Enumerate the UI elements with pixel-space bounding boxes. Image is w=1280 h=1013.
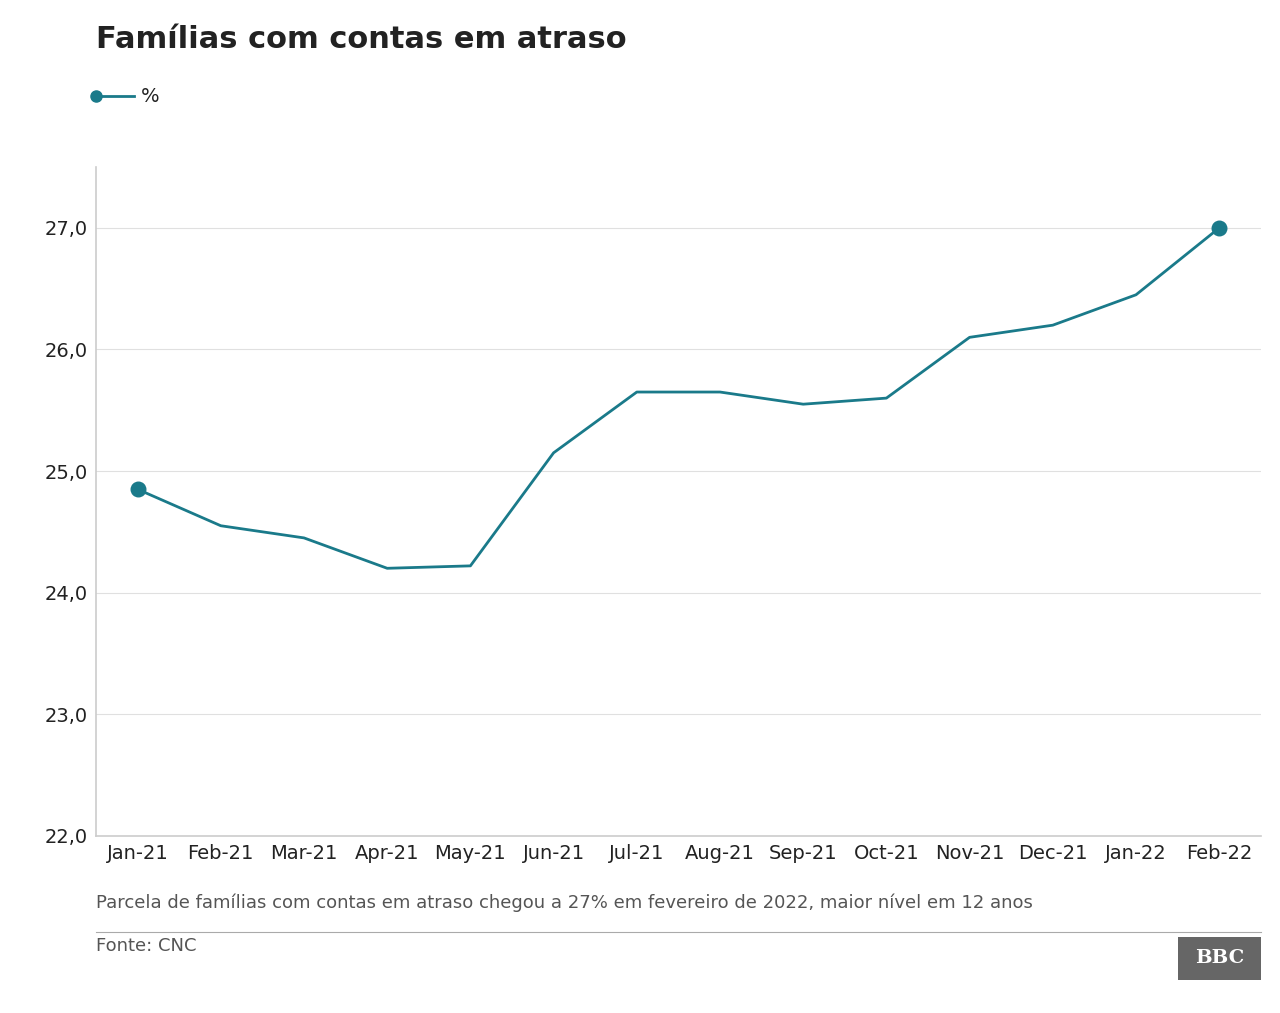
Text: Famílias com contas em atraso: Famílias com contas em atraso	[96, 25, 627, 55]
Text: Parcela de famílias com contas em atraso chegou a 27% em fevereiro de 2022, maio: Parcela de famílias com contas em atraso…	[96, 893, 1033, 912]
Text: Fonte: CNC: Fonte: CNC	[96, 937, 197, 955]
Point	[128, 481, 147, 497]
Text: %: %	[141, 87, 160, 105]
Text: BBC: BBC	[1194, 949, 1244, 967]
Point	[1208, 220, 1229, 236]
